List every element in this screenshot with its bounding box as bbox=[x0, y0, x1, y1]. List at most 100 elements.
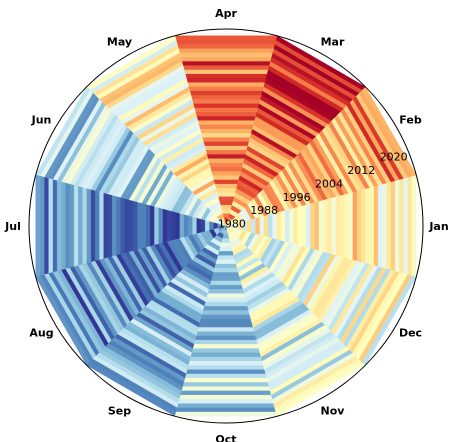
heatmap-cell-jul-2004 bbox=[115, 196, 121, 256]
heatmap-cell-oct-1987 bbox=[215, 259, 237, 265]
heatmap-cell-jul-1990 bbox=[175, 212, 180, 240]
heatmap-cell-jan-1997 bbox=[301, 204, 307, 248]
heatmap-cell-oct-1992 bbox=[209, 280, 243, 286]
heatmap-cell-jul-1983 bbox=[204, 220, 210, 232]
heatmap-cell-jan-2011 bbox=[361, 188, 366, 264]
month-label-oct: Oct bbox=[215, 433, 236, 442]
heatmap-cell-jul-2023 bbox=[35, 174, 41, 278]
heatmap-cell-apr-2019 bbox=[179, 52, 273, 58]
heatmap-cell-oct-2002 bbox=[198, 323, 254, 328]
heatmap-cell-jul-2005 bbox=[111, 195, 117, 257]
heatmap-cell-apr-1983 bbox=[220, 204, 232, 210]
heatmap-cell-jan-1984 bbox=[246, 218, 252, 234]
heatmap-cell-oct-1988 bbox=[214, 263, 238, 269]
heatmap-cell-apr-1999 bbox=[201, 136, 251, 142]
heatmap-cell-jul-2010 bbox=[90, 189, 96, 263]
heatmap-cell-apr-2010 bbox=[189, 90, 263, 96]
heatmap-cell-apr-2005 bbox=[195, 111, 257, 117]
heatmap-cell-oct-2014 bbox=[184, 373, 268, 379]
month-label-jul: Jul bbox=[4, 220, 21, 233]
month-label-sep: Sep bbox=[108, 405, 131, 418]
heatmap-cell-apr-2012 bbox=[187, 82, 265, 87]
heatmap-cell-oct-2004 bbox=[196, 331, 256, 337]
heatmap-cell-oct-1990 bbox=[212, 272, 240, 277]
heatmap-cell-jul-2003 bbox=[120, 197, 125, 255]
heatmap-cell-oct-1982 bbox=[221, 238, 231, 244]
heatmap-cell-jul-1989 bbox=[179, 213, 184, 239]
heatmap-cell-oct-2020 bbox=[178, 399, 274, 404]
heatmap-cell-apr-1988 bbox=[214, 183, 238, 189]
heatmap-cell-oct-2018 bbox=[180, 390, 272, 396]
heatmap-cell-apr-1990 bbox=[212, 175, 240, 180]
heatmap-cell-jan-2003 bbox=[327, 197, 332, 255]
heatmap-cell-apr-2008 bbox=[191, 98, 261, 104]
heatmap-cell-jan-2002 bbox=[323, 198, 328, 254]
heatmap-cell-jan-1995 bbox=[293, 206, 299, 246]
heatmap-cell-oct-1989 bbox=[213, 268, 239, 273]
heatmap-cell-apr-2006 bbox=[194, 107, 258, 113]
heatmap-cell-jul-1999 bbox=[136, 201, 142, 251]
heatmap-cell-oct-2015 bbox=[183, 378, 269, 383]
heatmap-cell-jan-1999 bbox=[310, 201, 315, 251]
month-label-apr: Apr bbox=[215, 7, 237, 20]
heatmap-cell-jul-1993 bbox=[162, 208, 168, 244]
heatmap-cell-jan-2023 bbox=[411, 174, 417, 278]
heatmap-cell-oct-2009 bbox=[190, 352, 262, 358]
heatmap-cell-jan-2020 bbox=[399, 178, 404, 274]
heatmap-cell-apr-2023 bbox=[174, 35, 278, 41]
heatmap-cell-jul-1986 bbox=[191, 216, 197, 236]
heatmap-cell-oct-1994 bbox=[207, 289, 245, 294]
heatmap-cell-jan-1987 bbox=[259, 215, 265, 237]
heatmap-cells bbox=[35, 35, 417, 417]
heatmap-cell-oct-1983 bbox=[220, 242, 232, 248]
heatmap-cell-oct-2022 bbox=[175, 407, 277, 413]
heatmap-cell-oct-2011 bbox=[188, 361, 264, 366]
heatmap-cell-jan-2008 bbox=[348, 191, 354, 261]
heatmap-cell-apr-2017 bbox=[181, 60, 271, 66]
heatmap-cell-oct-1998 bbox=[203, 306, 249, 311]
heatmap-cell-oct-2008 bbox=[191, 348, 261, 354]
heatmap-cell-jan-1989 bbox=[268, 213, 273, 239]
heatmap-cell-jul-1992 bbox=[166, 209, 172, 243]
heatmap-cell-oct-2012 bbox=[187, 365, 265, 370]
heatmap-cell-jan-2018 bbox=[390, 180, 396, 272]
heatmap-cell-oct-1984 bbox=[218, 246, 234, 252]
heatmap-cell-jan-1985 bbox=[251, 217, 256, 235]
heatmap-cell-jan-2010 bbox=[356, 189, 362, 263]
heatmap-cell-jan-2016 bbox=[382, 182, 387, 270]
heatmap-cell-jan-1996 bbox=[297, 205, 303, 247]
heatmap-cell-apr-2003 bbox=[197, 120, 255, 125]
year-tick-label-2020: 2020 bbox=[380, 151, 408, 164]
heatmap-cell-oct-1985 bbox=[217, 251, 235, 256]
heatmap-cell-apr-1986 bbox=[216, 191, 236, 197]
heatmap-cell-apr-2004 bbox=[196, 115, 256, 121]
heatmap-cell-jul-2008 bbox=[98, 191, 104, 261]
heatmap-cell-jul-2017 bbox=[60, 181, 66, 271]
heatmap-cell-jul-2000 bbox=[132, 200, 138, 252]
year-tick-label-1996: 1996 bbox=[283, 191, 311, 204]
heatmap-cell-oct-1999 bbox=[201, 310, 251, 315]
heatmap-cell-jul-2015 bbox=[69, 183, 74, 269]
heatmap-cell-apr-1989 bbox=[213, 179, 239, 184]
heatmap-cell-apr-1994 bbox=[207, 158, 245, 163]
heatmap-cell-jul-2001 bbox=[128, 199, 134, 253]
heatmap-cell-apr-1991 bbox=[211, 170, 241, 176]
heatmap-cell-jul-2020 bbox=[48, 178, 53, 274]
year-tick-label-2012: 2012 bbox=[347, 164, 375, 177]
year-tick-label-1988: 1988 bbox=[250, 204, 278, 217]
heatmap-cell-apr-1997 bbox=[204, 145, 248, 151]
heatmap-cell-jul-2019 bbox=[52, 179, 58, 273]
month-label-mar: Mar bbox=[321, 36, 345, 49]
heatmap-cell-jul-1987 bbox=[187, 215, 193, 237]
heatmap-cell-jul-1997 bbox=[145, 204, 151, 248]
heatmap-cell-oct-2017 bbox=[181, 386, 271, 392]
heatmap-cell-jan-2019 bbox=[394, 179, 400, 273]
heatmap-cell-jul-1996 bbox=[149, 205, 155, 247]
heatmap-cell-jan-2007 bbox=[344, 192, 349, 260]
heatmap-cell-jan-2017 bbox=[386, 181, 392, 271]
heatmap-cell-apr-1993 bbox=[208, 162, 244, 168]
heatmap-cell-jul-2013 bbox=[77, 186, 83, 266]
heatmap-cell-apr-1998 bbox=[203, 141, 249, 146]
heatmap-cell-jul-2009 bbox=[94, 190, 100, 262]
